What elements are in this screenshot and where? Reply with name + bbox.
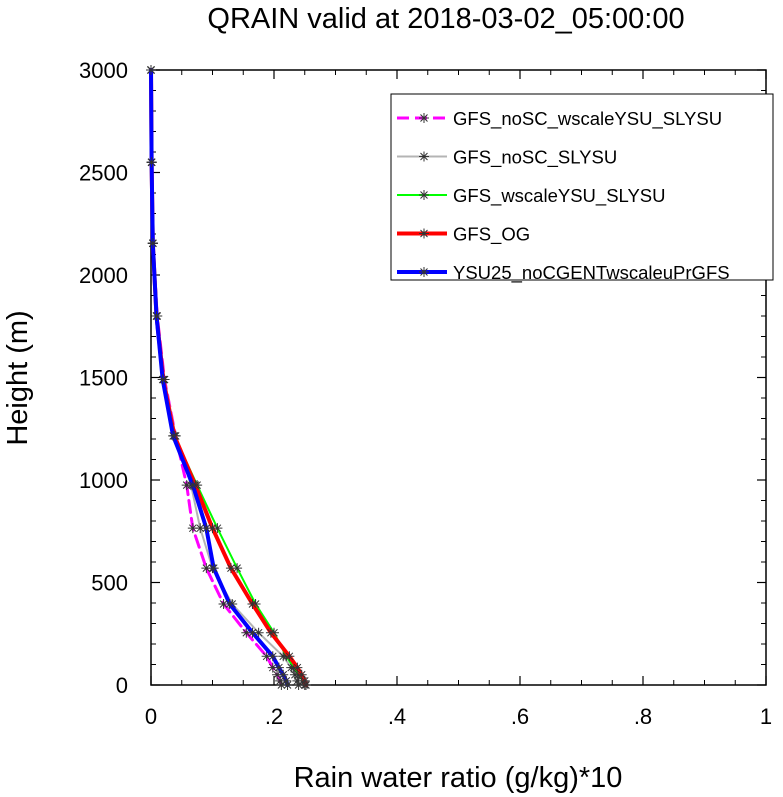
data-point-marker — [272, 669, 283, 680]
data-point-marker — [276, 680, 287, 690]
data-point-marker — [225, 563, 236, 574]
legend-box — [390, 93, 774, 281]
y-tick-label: 2000 — [79, 263, 128, 288]
data-point-marker — [299, 675, 310, 686]
data-point-marker — [293, 680, 304, 690]
data-point-marker — [147, 238, 158, 249]
data-point-marker — [157, 374, 168, 385]
x-tick-label: 0 — [145, 704, 157, 729]
series-line — [150, 69, 306, 686]
x-tick-label: 1 — [760, 704, 772, 729]
legend-label: GFS_noSC_wscaleYSU_SLYSU — [453, 108, 722, 130]
data-point-marker — [292, 675, 303, 686]
data-point-marker — [267, 651, 278, 662]
x-axis-label: Rain water ratio (g/kg)*10 — [294, 762, 623, 794]
legend: GFS_noSC_wscaleYSU_SLYSU GFS_noSC_SLYSU GF… — [390, 93, 774, 284]
series-4 — [146, 65, 293, 690]
data-point-marker — [151, 311, 162, 321]
data-point-marker — [168, 430, 179, 441]
y-tick-label: 2500 — [79, 161, 128, 186]
x-tick-label: .6 — [511, 704, 529, 729]
data-point-marker — [292, 662, 303, 673]
data-point-marker — [278, 669, 289, 680]
data-point-marker — [146, 65, 156, 75]
legend-label: GFS_wscaleYSU_SLYSU — [453, 185, 666, 207]
plot-axes: 0 .2 .4 .6 .8 1 0 500 1000 1500 2000 2500 3000 — [79, 58, 772, 729]
y-tick-label: 500 — [91, 571, 128, 596]
legend-entry: GFS_noSC_SLYSU — [397, 147, 617, 169]
series-layer — [146, 65, 311, 690]
data-point-marker — [218, 599, 229, 610]
data-point-marker — [253, 627, 264, 638]
data-point-marker — [187, 523, 198, 534]
y-tick-label: 1000 — [79, 468, 128, 493]
legend-marker — [419, 113, 429, 123]
data-point-marker — [232, 563, 243, 574]
legend-marker — [419, 267, 429, 277]
data-point-marker — [247, 627, 258, 638]
series-line — [149, 68, 308, 687]
data-point-marker — [195, 523, 206, 534]
data-point-marker — [300, 680, 311, 690]
y-tick-label: 3000 — [79, 58, 128, 83]
data-point-marker — [208, 563, 219, 574]
data-point-marker — [282, 680, 293, 690]
legend-entry: YSU25_noCGENTwscaleuPrGFS — [397, 262, 730, 284]
data-point-marker — [273, 662, 284, 673]
legend-entry: GFS_wscaleYSU_SLYSU — [397, 185, 666, 207]
chart-title: QRAIN valid at 2018-03-02_05:00:00 — [207, 3, 684, 35]
data-point-marker — [281, 675, 292, 686]
y-axis-label: Height (m) — [2, 310, 34, 445]
legend-label: YSU25_noCGENTwscaleuPrGFS — [453, 262, 730, 284]
data-point-marker — [275, 675, 286, 686]
legend-marker — [419, 151, 429, 162]
data-point-marker — [247, 599, 258, 610]
y-tick-label: 1500 — [79, 366, 128, 391]
data-point-marker — [201, 523, 212, 534]
data-point-marker — [207, 523, 218, 534]
data-point-marker — [201, 563, 212, 574]
legend-entry: GFS_noSC_wscaleYSU_SLYSU — [397, 108, 722, 130]
data-point-marker — [296, 669, 307, 680]
series-line — [149, 68, 290, 687]
data-point-marker — [265, 627, 276, 638]
data-point-marker — [187, 480, 198, 491]
data-point-marker — [241, 627, 252, 638]
x-tick-label: .8 — [634, 704, 652, 729]
legend-entry: GFS_OG — [397, 224, 530, 246]
legend-marker — [419, 190, 429, 200]
data-point-marker — [146, 157, 157, 168]
x-tick-label: .2 — [265, 704, 283, 729]
x-tick-label: .4 — [388, 704, 406, 729]
legend-label: GFS_OG — [453, 224, 530, 246]
data-point-marker — [267, 662, 278, 673]
data-point-marker — [224, 599, 235, 610]
data-point-marker — [261, 651, 272, 662]
data-point-marker — [284, 651, 295, 662]
legend-marker — [419, 228, 429, 239]
legend-label: GFS_noSC_SLYSU — [453, 147, 617, 169]
y-tick-label: 0 — [116, 673, 128, 698]
series-line — [149, 68, 283, 687]
